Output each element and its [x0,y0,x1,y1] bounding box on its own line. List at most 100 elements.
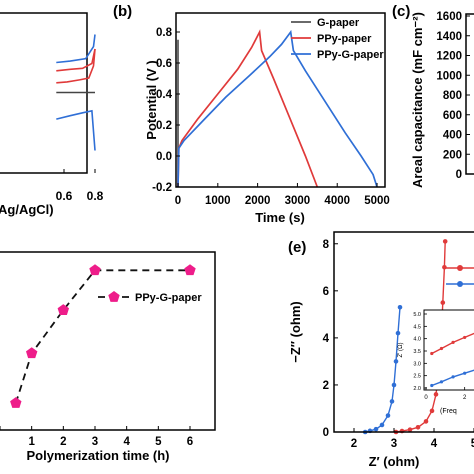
inset-ytick-label-4: 4.0 [413,337,421,343]
panel-b-legend-label-0: G-paper [317,17,360,29]
panel-c-ytick-label-4: 800 [443,90,462,102]
panel-e-point-1-4 [423,419,429,424]
panel-e-point-0-5 [389,399,395,404]
inset-point-1-3 [463,371,467,375]
panel-b-xtick-label-2: 2000 [245,195,271,207]
inset-point-0-0 [430,351,434,356]
inset-ytick-label-0: 2.0 [413,386,421,392]
panel-e-xlabel: Z′ (ohm) [369,454,420,469]
panel-e-legend-swatch-marker-0 [457,265,463,271]
inset-point-0-3 [463,335,467,340]
panel-d-series-line [14,269,190,404]
panel-d-xtick-label-4: 4 [123,436,130,448]
panel-e-ytick-label-4: 8 [323,239,330,251]
panel-b-xtick-label-5: 5000 [364,195,390,207]
inset-xtick-label-0: 0 [424,395,428,401]
panel-b-charge-discharge: (b) 0 1000 2000 3000 4000 5000 -0.2 0.0 0.2 0.4 0… [113,3,390,225]
panel-b-ytick-label-3: 0.4 [156,89,173,101]
panel-e-xtick-label-0: 2 [351,438,357,450]
inset-ylabel: Z' (Ω) [398,343,404,358]
panel-c-ytick-label-0: 0 [456,169,462,181]
panel-b-xtick-label-1: 1000 [205,195,231,207]
panel-b-series-PPy-paper [177,29,319,188]
panel-b-legend: G-paper PPy-paper PPy-G-paper [291,17,384,61]
panel-d-xlabel: Polymerization time (h) [26,448,169,463]
inset-ytick-label-2: 3.0 [413,361,421,367]
panel-e-point-1-2 [407,427,413,432]
panel-e-ytick-label-1: 2 [323,380,329,392]
panel-d-xtick-label-3: 3 [92,436,98,448]
panel-b-xtick-label-0: 0 [175,195,181,207]
panel-e-point-1-10 [442,264,447,270]
panel-c-ytick-label-5: 1000 [436,70,462,82]
panel-e-label: (e) [288,239,306,256]
panel-e-xtick-label-1: 3 [391,438,397,450]
panel-c-ytick-label-7: 1400 [436,31,462,43]
panel-b-legend-label-2: PPy-G-paper [317,49,384,61]
panel-a-xtick-label-0: 0.6 [56,189,73,203]
panel-b-ylabel: Potential (V ) [144,60,159,139]
inset-point-0-1 [439,346,444,351]
panel-e-ylabel: −Z″ (ohm) [288,301,303,362]
panel-d-point-1 [26,347,38,359]
panel-e-point-0-4 [385,413,391,418]
panel-a-series-1 [56,48,96,84]
panel-e-point-1-11 [442,239,448,244]
inset-ytick-label-5: 4.5 [413,324,421,330]
panel-e-point-0-6 [391,382,397,388]
panel-d-frame [0,251,216,431]
inset-point-1-0 [430,383,434,388]
panel-e-nyquist: (e) 2 3 4 5 0 2 4 6 8 Z′ (ohm) −Z″ (ohm) 2.0 2.5… [288,231,474,469]
panel-b-series-PPy-G-paper [177,29,378,188]
inset-point-1-2 [451,375,455,379]
panel-e-xtick-label-2: 4 [431,438,438,450]
panel-b-frame [175,12,386,188]
panel-c-frame [465,13,474,175]
inset-point-1-1 [439,380,444,384]
panel-a-cyclic-voltammogram: 0.6 0.8 Ag/AgCl) [0,12,104,217]
panel-d-legend: PPy-G-paper [98,291,202,304]
panel-e-ytick-label-2: 4 [323,333,330,345]
panel-e-inset: 2.0 2.5 3.0 3.5 4.0 4.5 5.0 0 2 Z' (Ω) (Freq [398,309,474,415]
panel-b-ytick-label-0: -0.2 [152,182,172,194]
panel-d-point-0 [10,397,22,408]
panel-e-legend-swatch-marker-1 [457,281,463,287]
panel-b-xlabel: Time (s) [255,210,305,225]
panel-d-xtick-label-6: 6 [187,436,193,448]
panel-e-legend [446,265,474,287]
panel-c-ytick-label-8: 1600 [436,11,462,23]
panel-e-point-0-3 [379,422,385,428]
panel-a-series-3 [56,109,96,151]
panel-d-point-2 [57,304,69,315]
panel-c-areal-capacitance: (c) 0 200 400 600 800 1000 1200 1400 1600 Areal … [392,3,474,188]
panel-c-ytick-label-2: 400 [443,130,462,142]
panel-e-point-1-9 [440,300,446,305]
panel-d-legend-label: PPy-G-paper [135,292,202,304]
panel-c-ylabel: Areal capacitance (mF cm⁻²) [410,12,425,188]
inset-ytick-label-1: 2.5 [413,374,421,380]
panel-b-ytick-label-4: 0.6 [156,58,172,70]
inset-point-0-2 [451,340,455,344]
panel-e-point-0-2 [373,426,379,432]
panel-b-xtick-label-3: 3000 [285,195,311,207]
panel-b-xtick-label-4: 4000 [324,195,350,207]
panel-d-xtick-label-5: 5 [155,436,162,448]
inset-ytick-label-3: 3.5 [413,349,421,355]
inset-xlabel: (Freq [440,408,457,415]
panel-a-series-4 [56,34,96,64]
panel-e-point-0-8 [395,330,401,336]
panel-e-ytick-label-0: 0 [323,427,329,439]
panel-d-xtick-label-1: 1 [28,436,35,448]
panel-e-point-1-5 [429,408,435,414]
panel-c-ytick-label-3: 600 [443,110,462,122]
panel-b-ytick-label-2: 0.2 [156,120,172,132]
panel-d-xtick-label-2: 2 [60,436,66,448]
inset-frame [423,309,474,391]
panel-d-point-3 [89,264,101,276]
panel-c-label: (c) [392,3,410,20]
panel-b-label: (b) [113,3,132,20]
panel-e-point-1-6 [433,392,439,397]
panel-e-point-0-7 [393,359,399,364]
panel-e-point-0-9 [397,304,403,310]
